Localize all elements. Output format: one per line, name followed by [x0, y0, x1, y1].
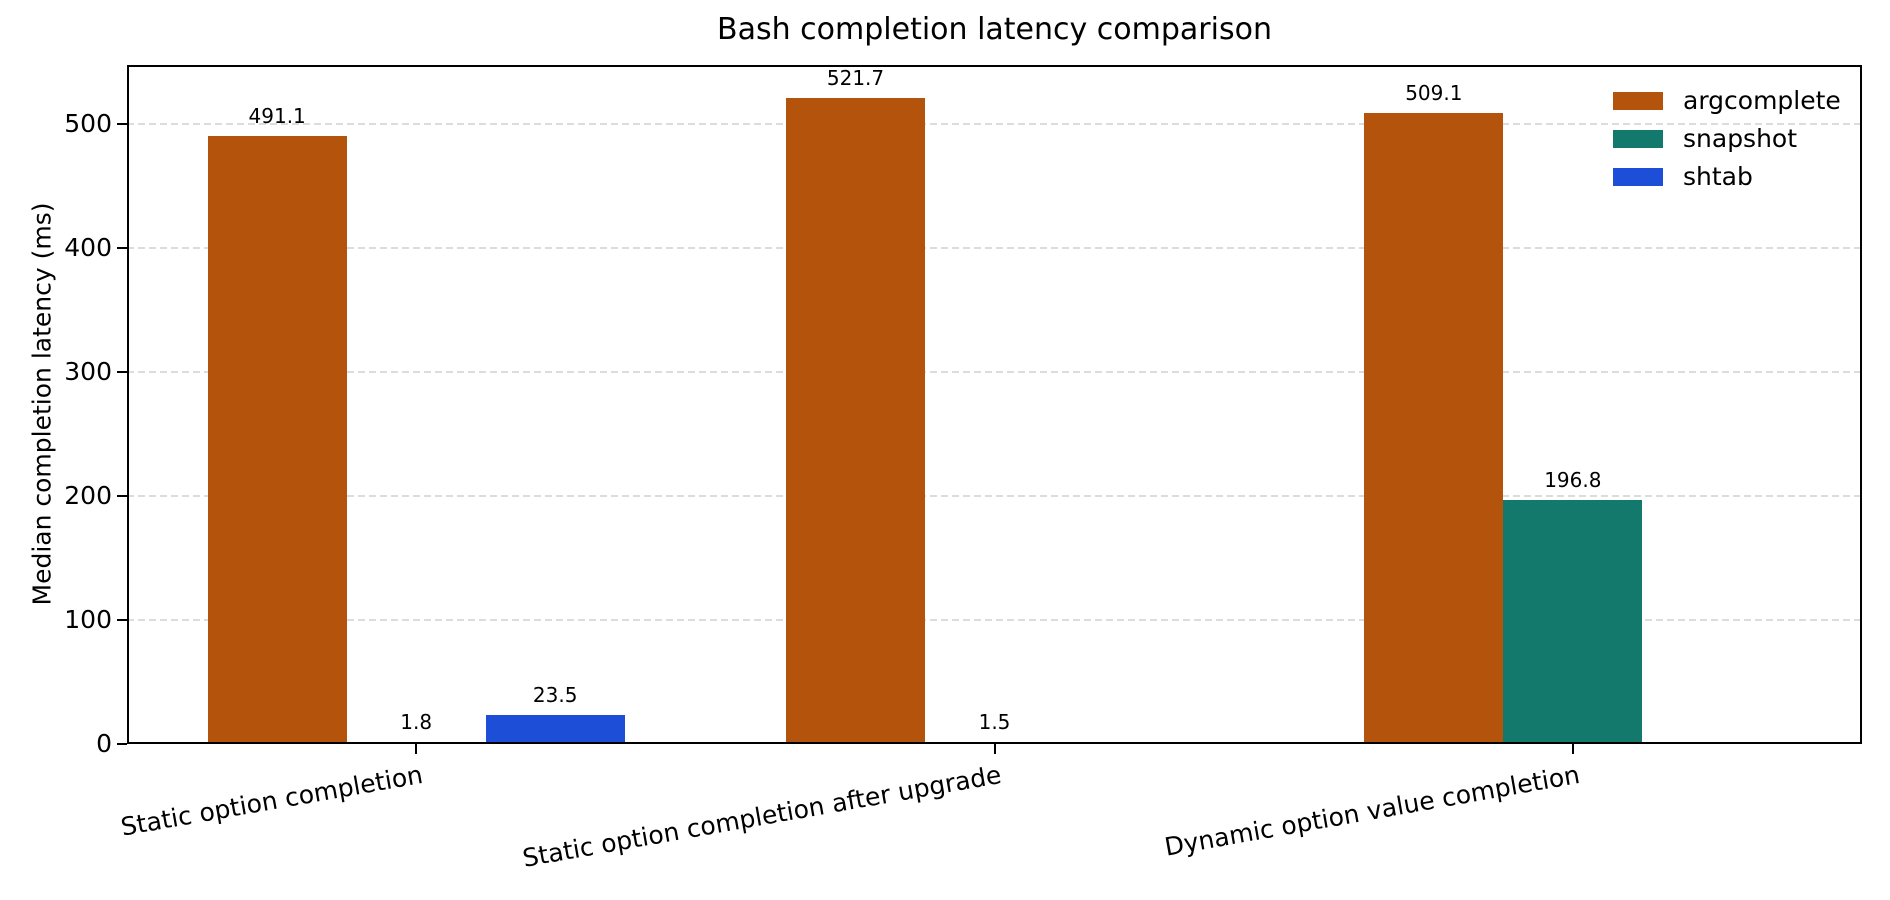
y-tick-mark-100 — [117, 619, 127, 622]
bar-value-label-shtab-0: 23.5 — [532, 682, 578, 707]
y-tick-label-0: 0 — [96, 729, 112, 758]
bar-shtab-0 — [485, 714, 625, 744]
y-tick-mark-500 — [117, 123, 127, 126]
bar-value-label-argcomplete-0: 491.1 — [248, 103, 306, 128]
legend-label-shtab: shtab — [1683, 162, 1753, 191]
x-tick-mark-1 — [993, 744, 996, 754]
bar-argcomplete-1 — [786, 97, 925, 744]
x-tick-mark-0 — [415, 744, 418, 754]
y-tick-label-100: 100 — [64, 605, 112, 635]
chart-title: Bash completion latency comparison — [717, 12, 1272, 47]
bar-value-label-snapshot-1: 1.5 — [978, 710, 1011, 734]
legend-item-argcomplete: argcomplete — [1613, 86, 1841, 116]
y-gridline-200 — [127, 495, 1862, 498]
y-gridline-500 — [127, 123, 1862, 126]
y-tick-mark-300 — [117, 371, 127, 374]
y-tick-mark-200 — [117, 495, 127, 498]
y-gridline-300 — [127, 371, 1862, 374]
x-tick-label-1: Static option completion after upgrade — [520, 760, 1004, 873]
bar-value-label-snapshot-2: 196.8 — [1544, 468, 1602, 493]
x-tick-label-2: Dynamic option value completion — [1162, 760, 1582, 862]
bar-value-label-snapshot-0: 1.8 — [400, 709, 433, 734]
legend-label-argcomplete: argcomplete — [1683, 86, 1841, 115]
legend-item-snapshot: snapshot — [1613, 124, 1841, 154]
legend-swatch-snapshot — [1613, 130, 1663, 148]
bar-value-label-argcomplete-2: 509.1 — [1405, 81, 1463, 106]
y-tick-label-400: 400 — [64, 233, 112, 263]
y-tick-label-500: 500 — [64, 109, 112, 139]
legend-item-shtab: shtab — [1613, 162, 1841, 192]
y-tick-mark-400 — [117, 247, 127, 250]
legend: argcomplete snapshot shtab — [1613, 86, 1841, 200]
y-tick-label-200: 200 — [64, 481, 112, 511]
x-tick-label-0: Static option completion — [118, 760, 426, 842]
bar-argcomplete-2 — [1364, 113, 1504, 744]
legend-swatch-argcomplete — [1613, 92, 1663, 110]
y-tick-label-300: 300 — [64, 357, 112, 387]
y-gridline-100 — [127, 619, 1862, 622]
bar-argcomplete-0 — [207, 135, 347, 744]
y-gridline-400 — [127, 247, 1862, 250]
legend-label-snapshot: snapshot — [1683, 124, 1798, 153]
x-tick-mark-2 — [1571, 744, 1574, 754]
bar-value-label-argcomplete-1: 521.7 — [826, 65, 885, 90]
bar-snapshot-2 — [1503, 500, 1643, 744]
y-tick-mark-0 — [117, 743, 127, 745]
legend-swatch-shtab — [1613, 168, 1663, 186]
